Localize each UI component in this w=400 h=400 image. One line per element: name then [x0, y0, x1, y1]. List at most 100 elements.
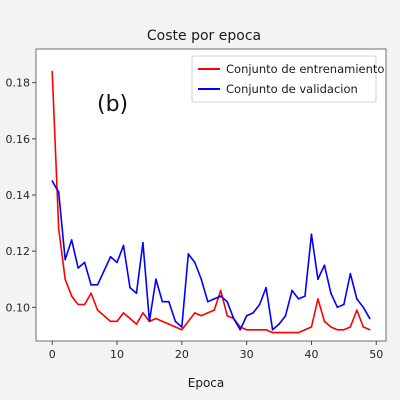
x-tick-label: 20 [175, 348, 189, 361]
data-point [239, 328, 241, 331]
data-point [284, 314, 287, 317]
data-point [161, 300, 164, 303]
data-point [323, 320, 326, 323]
legend-box [191, 55, 377, 103]
data-point [135, 323, 138, 325]
data-point [362, 326, 365, 328]
data-point [51, 180, 53, 182]
y-axis: 0.10 0.12 0.14 0.16 0.18 [6, 77, 36, 314]
data-point [206, 300, 209, 303]
y-tick-label: 0.12 [6, 245, 31, 258]
data-point [77, 267, 79, 269]
legend-label-validation: Conjunto de validacion [226, 82, 358, 96]
data-point [57, 227, 60, 230]
data-point [142, 241, 144, 244]
data-point [109, 320, 112, 323]
data-point [187, 253, 190, 255]
data-point [83, 303, 86, 306]
x-tick-label: 50 [369, 348, 383, 361]
series-line-validation [51, 180, 371, 331]
data-point [70, 239, 73, 241]
data-point [219, 295, 222, 297]
data-point [142, 312, 144, 314]
data-point [265, 328, 267, 331]
data-point [278, 331, 280, 334]
data-point [343, 303, 345, 306]
data-point [265, 286, 267, 289]
data-point [252, 312, 254, 314]
data-point [90, 292, 92, 295]
x-tick-label: 30 [240, 348, 254, 361]
data-point [174, 326, 177, 328]
data-point [343, 328, 345, 331]
data-point [349, 272, 352, 275]
data-point [213, 309, 216, 311]
data-point [122, 244, 125, 247]
data-point [304, 328, 306, 331]
data-point [258, 328, 261, 331]
data-point [109, 255, 112, 258]
data-point [168, 300, 170, 303]
data-point [271, 328, 274, 331]
data-point [96, 309, 99, 311]
data-point [122, 312, 125, 314]
data-point [323, 264, 326, 266]
data-point [304, 295, 306, 297]
data-point [362, 306, 365, 309]
x-tick-label: 10 [110, 348, 124, 361]
data-point [96, 284, 99, 286]
y-tick-label: 0.18 [6, 77, 31, 90]
data-point [219, 289, 222, 292]
data-point [194, 312, 196, 314]
data-point [310, 326, 313, 328]
panel-label: (b) [97, 92, 128, 117]
series-lines [51, 70, 371, 334]
data-point [64, 258, 66, 261]
x-tick-label: 40 [304, 348, 318, 361]
y-tick-label: 0.10 [6, 301, 31, 314]
data-point [64, 278, 66, 281]
data-point [271, 331, 274, 334]
data-point [252, 328, 254, 331]
data-point [200, 278, 203, 281]
data-point [161, 320, 164, 323]
y-tick-label: 0.14 [6, 189, 31, 202]
data-point [258, 303, 261, 306]
data-point [155, 317, 157, 320]
data-point [168, 323, 170, 325]
data-point [245, 328, 248, 331]
data-point [317, 298, 319, 300]
x-axis: 0 10 20 30 40 50 [49, 341, 383, 361]
data-point [181, 326, 183, 328]
data-point [245, 314, 248, 317]
data-point [226, 314, 228, 317]
data-point [206, 312, 209, 314]
x-tick-label: 0 [49, 348, 56, 361]
data-point [187, 320, 190, 323]
data-point [103, 314, 105, 317]
data-point [291, 289, 293, 292]
legend-label-training: Conjunto de entrenamiento [226, 62, 384, 76]
data-point [278, 323, 280, 325]
chart-title: Coste por epoca [147, 28, 261, 44]
data-point [291, 331, 293, 334]
data-point [83, 261, 86, 264]
data-point [181, 328, 183, 331]
data-point [336, 306, 339, 309]
x-axis-label: Epoca [188, 376, 225, 390]
data-point [155, 278, 157, 281]
data-point [194, 261, 196, 264]
data-point [369, 328, 371, 331]
data-point [129, 317, 131, 320]
series-line-training [51, 71, 371, 334]
data-point [200, 314, 203, 317]
data-point [297, 298, 300, 300]
data-point [77, 303, 79, 306]
data-point [116, 261, 118, 264]
data-point [284, 331, 287, 334]
data-point [70, 295, 73, 297]
data-point [317, 278, 319, 281]
data-point [51, 70, 53, 73]
data-point [148, 320, 151, 323]
